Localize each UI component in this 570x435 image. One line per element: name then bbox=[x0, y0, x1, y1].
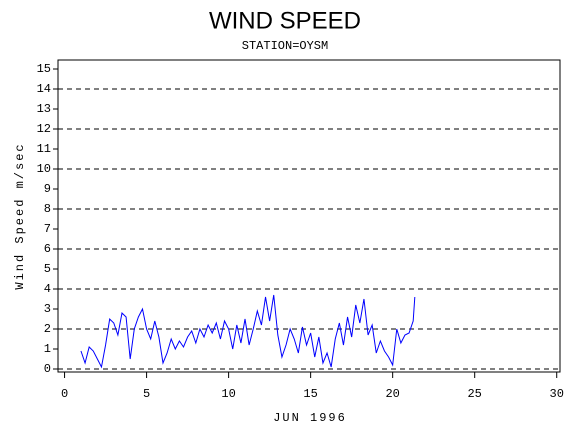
chart-subtitle: STATION=OYSM bbox=[242, 39, 328, 53]
y-axis-label: Wind Speed m/sec bbox=[13, 142, 27, 289]
y-tick-label: 3 bbox=[44, 302, 51, 316]
y-tick-label: 15 bbox=[37, 62, 51, 76]
y-tick-label: 14 bbox=[37, 82, 51, 96]
y-tick-label: 10 bbox=[37, 162, 51, 176]
y-tick-label: 12 bbox=[37, 122, 51, 136]
x-tick-label: 5 bbox=[143, 387, 150, 401]
y-tick-label: 2 bbox=[44, 322, 51, 336]
y-tick-label: 13 bbox=[37, 102, 51, 116]
data-line bbox=[80, 294, 416, 369]
y-tick-label: 6 bbox=[44, 242, 51, 256]
y-tick-label: 1 bbox=[44, 342, 51, 356]
x-tick-label: 15 bbox=[303, 387, 317, 401]
y-tick-label: 9 bbox=[44, 182, 51, 196]
plot-frame bbox=[57, 59, 561, 373]
y-tick-label: 5 bbox=[44, 262, 51, 276]
x-axis-label: JUN 1996 bbox=[273, 411, 347, 425]
x-tick-label: 25 bbox=[467, 387, 481, 401]
y-tick-label: 4 bbox=[44, 282, 51, 296]
x-tick-label: 0 bbox=[61, 387, 68, 401]
y-tick-label: 0 bbox=[44, 362, 51, 376]
x-tick-label: 30 bbox=[550, 387, 564, 401]
y-tick-label: 8 bbox=[44, 202, 51, 216]
y-tick-label: 7 bbox=[44, 222, 51, 236]
chart-title: WIND SPEED bbox=[209, 7, 361, 34]
x-tick-label: 20 bbox=[385, 387, 399, 401]
y-tick-label: 11 bbox=[37, 142, 51, 156]
x-tick-label: 10 bbox=[221, 387, 235, 401]
